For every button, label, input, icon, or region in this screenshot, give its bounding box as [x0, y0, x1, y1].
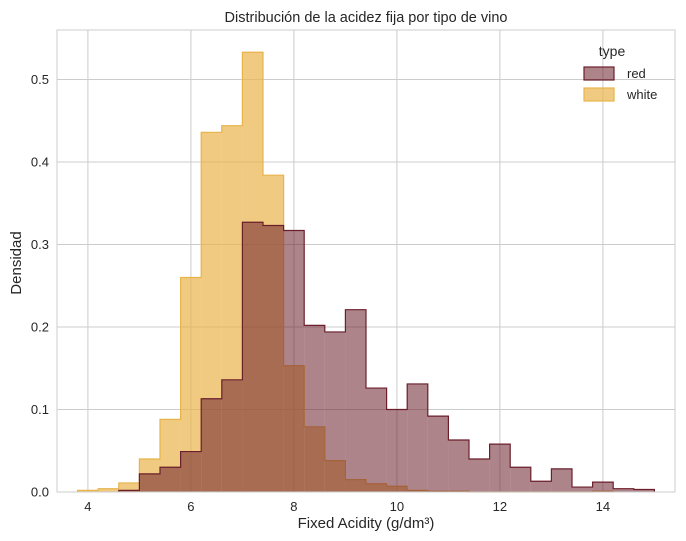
histogram-bar-red: [613, 488, 634, 492]
legend-swatch-white: [583, 87, 615, 102]
y-tick-label: 0.4: [31, 155, 49, 170]
y-tick-label: 0.3: [31, 237, 49, 252]
x-tick-label: 12: [493, 499, 507, 514]
y-tick-label: 0.2: [31, 320, 49, 335]
histogram-bar-red: [263, 225, 284, 492]
y-tick-label: 0.0: [31, 485, 49, 500]
chart-title: Distribución de la acidez fija por tipo …: [225, 10, 508, 26]
histogram-bar-red: [592, 482, 614, 492]
series-red: [118, 221, 655, 492]
step-outline-red: [118, 221, 655, 492]
plot-frame: [56, 29, 676, 493]
histogram-bars: [77, 51, 655, 493]
histogram-bar-red: [118, 490, 140, 492]
legend-swatch-red: [583, 66, 615, 81]
histogram-bar-red: [572, 487, 593, 492]
histogram-bar-red: [160, 467, 181, 492]
histogram-bar-white: [98, 488, 119, 492]
histogram-bar-white: [118, 482, 140, 492]
y-axis-label: Densidad: [8, 231, 25, 294]
y-tick-label: 0.1: [31, 402, 49, 417]
x-tick-label: 14: [596, 499, 610, 514]
histogram-bar-red: [489, 444, 511, 492]
histogram-bar-red: [510, 467, 531, 492]
histogram-bar-red: [201, 398, 222, 492]
axes: 4 6 8 10 12 14 0.0 0.1 0.2 0.3 0.4 0.5: [31, 29, 676, 514]
legend-title: type: [599, 43, 626, 59]
histogram-bar-red: [530, 481, 552, 492]
x-tick-label: 10: [390, 499, 404, 514]
legend-label-red: red: [627, 66, 646, 81]
histogram-bar-red: [345, 309, 366, 492]
legend-label-white: white: [626, 87, 657, 102]
histogram-bar-red: [551, 468, 572, 492]
histogram-bar-red: [242, 222, 263, 492]
y-tick-label: 0.5: [31, 72, 49, 87]
x-tick-label: 6: [187, 499, 194, 514]
histogram-bar-white: [180, 277, 202, 492]
histogram-bar-red: [283, 230, 305, 492]
histogram-bar-red: [180, 451, 202, 492]
histogram-bar-red: [633, 489, 655, 492]
histogram-bar-red: [427, 416, 449, 492]
histogram-bar-red: [221, 379, 243, 492]
x-axis-label: Fixed Acidity (g/dm³): [298, 515, 435, 532]
histogram-bar-red: [448, 440, 469, 492]
histogram-bar-red: [469, 459, 490, 492]
histogram-bar-red: [324, 331, 346, 492]
histogram-bar-red: [386, 409, 408, 492]
x-tick-label: 4: [84, 499, 91, 514]
histogram-bar-red: [304, 325, 325, 492]
legend: type red white: [583, 43, 657, 102]
histogram-bar-white: [77, 490, 99, 492]
x-tick-label: 8: [290, 499, 297, 514]
histogram-bar-red: [139, 473, 160, 492]
histogram-bar-red: [407, 383, 428, 492]
histogram-bar-red: [366, 388, 387, 492]
